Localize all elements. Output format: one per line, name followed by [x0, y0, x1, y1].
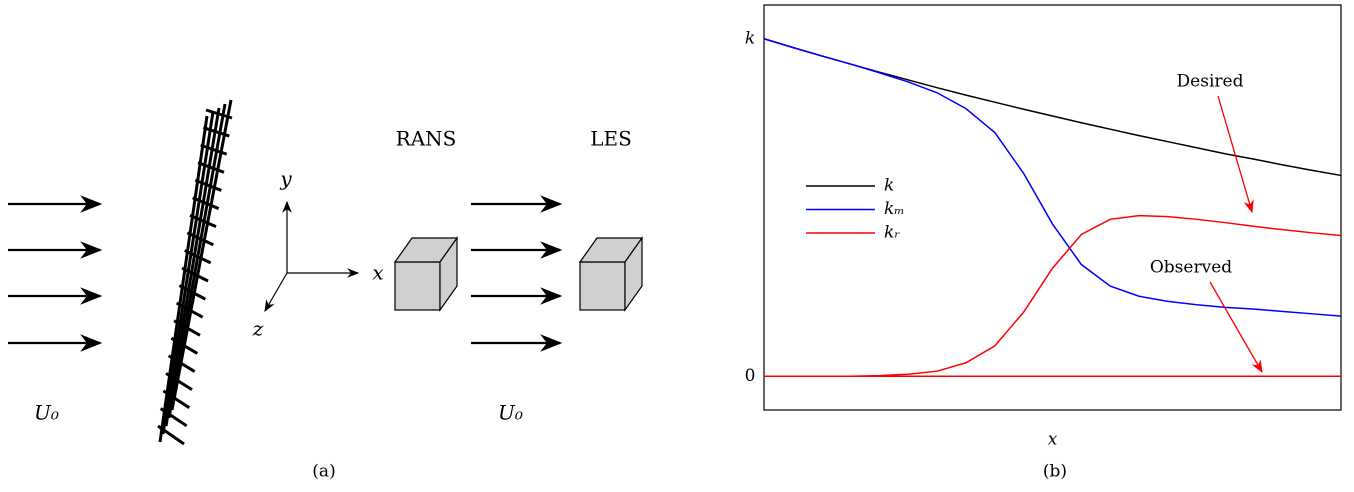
grid-bar	[189, 213, 217, 229]
model-label: RANS	[396, 127, 457, 151]
grid-bar	[173, 319, 201, 337]
turbulence-grid	[157, 99, 233, 446]
legend-label: k	[884, 176, 894, 196]
grid-bar	[170, 336, 199, 355]
cube-rans	[393, 236, 459, 312]
grid-bar	[202, 126, 230, 138]
velocity-label: U₀	[498, 401, 523, 425]
grid-bar	[186, 231, 214, 247]
cube-les	[578, 236, 644, 312]
annotation: Observed	[1150, 258, 1232, 278]
axis-label: x	[372, 261, 383, 285]
y-tick-label: 0	[745, 366, 756, 386]
cube-face	[439, 236, 458, 312]
x-axis-label: x	[1048, 430, 1058, 450]
grid-bar	[197, 161, 225, 174]
series-line	[763, 38, 1342, 177]
grid-bar	[181, 266, 209, 283]
legend-label: kₘ	[884, 199, 905, 219]
panel-a: U₀ y x z RANS LES U₀ (a)	[8, 99, 644, 482]
grid-bar	[164, 107, 221, 427]
grid-bar	[205, 108, 233, 120]
grid-bar	[200, 143, 228, 156]
grid-bar	[165, 372, 193, 391]
grid-bar	[194, 178, 222, 192]
caption: (a)	[312, 462, 335, 482]
series-line	[764, 214, 1342, 377]
grid-bar	[175, 301, 204, 319]
model-label: LES	[590, 127, 632, 151]
axis-label: y	[279, 167, 292, 191]
grid-bar	[192, 196, 220, 210]
grid-bar	[159, 407, 188, 428]
grid-bar	[162, 389, 191, 410]
grid-bar	[184, 249, 212, 265]
cube-face	[394, 261, 441, 311]
grid-bar	[178, 284, 207, 301]
panel-b: 0 k x (b) k kₘ kᵣ Desired Observed	[745, 4, 1342, 482]
grid-bar	[158, 115, 209, 443]
cube-face	[579, 261, 626, 311]
axis-label: z	[252, 317, 264, 341]
grid-bar	[157, 424, 185, 446]
legend-label: kᵣ	[884, 223, 900, 243]
y-tick-label: k	[745, 28, 755, 48]
annotation: Desired	[1177, 72, 1244, 92]
grid-bar	[167, 354, 196, 373]
grid-bar	[167, 103, 227, 419]
annotation-arrow	[1217, 95, 1254, 214]
cube-face	[624, 236, 643, 312]
axis-z	[264, 272, 288, 313]
caption: (b)	[1043, 462, 1067, 482]
velocity-label: U₀	[34, 401, 59, 425]
plot-frame	[763, 4, 1342, 411]
annotation-arrow	[1209, 281, 1263, 374]
series-line	[763, 38, 1342, 317]
